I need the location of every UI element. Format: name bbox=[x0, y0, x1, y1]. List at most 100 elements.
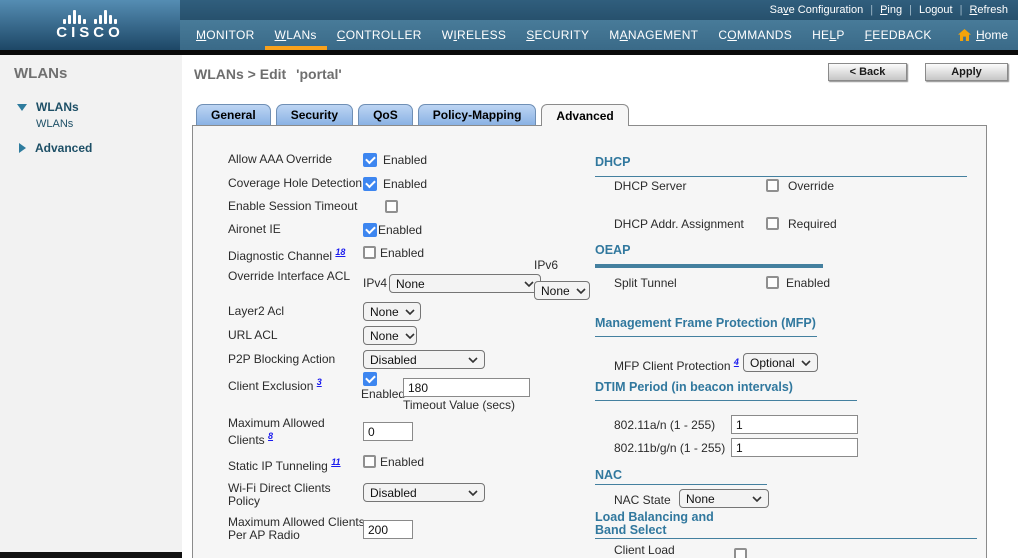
mfp-client-protection-select[interactable]: Optional bbox=[743, 353, 818, 372]
client-exclusion-label: Client Exclusion 3 bbox=[228, 376, 322, 393]
nav-accesskey: L bbox=[829, 28, 837, 42]
nav-accesskey: H bbox=[975, 28, 985, 42]
nav-home[interactable]: Home bbox=[957, 20, 1008, 50]
nav-monitor[interactable]: M ONITOR bbox=[186, 20, 265, 50]
load-balancing-section-heading: Load Balancing and bbox=[595, 510, 714, 524]
nav-management[interactable]: M A NAGEMENT bbox=[599, 20, 708, 50]
apply-button[interactable]: Apply bbox=[925, 63, 1008, 81]
home-icon bbox=[957, 29, 971, 41]
dhcp-server-override-checkbox[interactable] bbox=[766, 179, 779, 192]
mfp-client-protection-label: MFP Client Protection 4 bbox=[614, 356, 739, 373]
enable-session-timeout-label: Enable Session Timeout bbox=[228, 199, 358, 213]
nav-accesskey: A bbox=[619, 28, 628, 42]
checkbox-label: Enabled bbox=[361, 387, 406, 401]
nav-commands[interactable]: C O MMANDS bbox=[708, 20, 802, 50]
save-configuration-link[interactable]: Save Configuration bbox=[770, 4, 864, 16]
action-buttons: < Back Apply bbox=[828, 63, 1008, 81]
sidebar-item-wlans[interactable]: WLANs bbox=[36, 118, 74, 130]
section-rule bbox=[595, 484, 767, 485]
checkbox-label: Enabled bbox=[380, 455, 425, 469]
coverage-hole-detection-checkbox[interactable] bbox=[363, 177, 377, 191]
tab-qos[interactable]: QoS bbox=[358, 104, 413, 125]
dtim-80211an-input[interactable] bbox=[731, 415, 858, 434]
split-tunnel-checkbox[interactable] bbox=[766, 276, 779, 289]
diagnostic-channel-checkbox[interactable] bbox=[363, 246, 376, 259]
client-load-checkbox[interactable] bbox=[734, 548, 747, 558]
timeout-value-label: Timeout Value (secs) bbox=[403, 398, 516, 412]
ipv4-acl-select[interactable]: None bbox=[389, 274, 541, 293]
sidebar-item-wlans-group[interactable]: WLANs bbox=[17, 100, 79, 114]
label-text: Diagnostic Channel bbox=[228, 249, 333, 263]
client-exclusion-timeout-input[interactable] bbox=[403, 378, 530, 397]
dtim-80211bgn-input[interactable] bbox=[731, 438, 858, 457]
nav-accesskey: O bbox=[727, 28, 737, 42]
select-value: Disabled bbox=[370, 485, 417, 500]
chevron-down-icon bbox=[468, 489, 478, 496]
wlan-name: 'portal' bbox=[296, 66, 342, 82]
p2p-blocking-action-select[interactable]: Disabled bbox=[363, 350, 485, 369]
tab-security[interactable]: Security bbox=[275, 104, 354, 125]
nav-feedback[interactable]: F EEDBACK bbox=[855, 20, 942, 50]
static-ip-tunneling-checkbox[interactable] bbox=[363, 455, 376, 468]
sidebar: WLANs WLANs WLANs Advanced bbox=[0, 55, 182, 558]
footnote-link[interactable]: 18 bbox=[335, 247, 346, 257]
footnote-link[interactable]: 3 bbox=[316, 377, 322, 387]
back-button[interactable]: < Back bbox=[828, 63, 907, 81]
enable-session-timeout-checkbox[interactable] bbox=[385, 200, 398, 213]
ipv4-label: IPv4 bbox=[363, 276, 388, 290]
dtim-80211an-label: 802.11a/n (1 - 255) bbox=[614, 418, 716, 432]
wifi-direct-clients-policy-select[interactable]: Disabled bbox=[363, 483, 485, 502]
dhcp-section-heading: DHCP bbox=[595, 155, 631, 169]
nav-wireless[interactable]: W I RELESS bbox=[432, 20, 516, 50]
nav-text: ome bbox=[984, 28, 1008, 42]
cisco-logo-bars-icon bbox=[63, 9, 117, 24]
refresh-link[interactable]: Refresh bbox=[969, 4, 1008, 16]
nac-state-select[interactable]: None bbox=[679, 489, 769, 508]
wifi-direct-clients-policy-label: Wi-Fi Direct Clients Policy bbox=[228, 481, 331, 508]
logout-link[interactable]: Logout bbox=[919, 4, 953, 16]
footnote-link[interactable]: 4 bbox=[733, 357, 739, 367]
maximum-allowed-clients-per-ap-radio-label: Maximum Allowed Clients Per AP Radio bbox=[228, 515, 365, 542]
tab-policy-mapping[interactable]: Policy-Mapping bbox=[417, 104, 537, 125]
tab-advanced[interactable]: Advanced bbox=[541, 104, 629, 126]
ipv6-acl-select[interactable]: None bbox=[534, 281, 590, 300]
nav-wlans[interactable]: W LANs bbox=[264, 20, 327, 50]
footnote-link[interactable]: 8 bbox=[268, 431, 274, 441]
tab-general[interactable]: General bbox=[196, 104, 271, 125]
nav-controller[interactable]: C ONTROLLER bbox=[327, 20, 432, 50]
link-accesskey: P bbox=[880, 4, 888, 16]
nav-security[interactable]: S ECURITY bbox=[516, 20, 599, 50]
nav-text: EEDBACK bbox=[872, 28, 932, 42]
main-content: WLANs > Edit 'portal' < Back Apply Genera… bbox=[182, 55, 1018, 558]
nav-text: P bbox=[836, 28, 845, 42]
ping-link[interactable]: Ping bbox=[880, 4, 902, 16]
nav-text: NAGEMENT bbox=[627, 28, 699, 42]
home-label: Home bbox=[976, 28, 1008, 42]
layer2-acl-select[interactable]: None bbox=[363, 302, 421, 321]
cisco-logo: CISCO bbox=[0, 0, 180, 50]
sidebar-item-advanced[interactable]: Advanced bbox=[19, 141, 92, 155]
nav-help[interactable]: HE L P bbox=[802, 20, 855, 50]
aironet-ie-checkbox[interactable] bbox=[363, 223, 377, 237]
nav-accesskey: W bbox=[274, 28, 287, 42]
client-exclusion-checkbox[interactable] bbox=[363, 372, 377, 386]
separator: | bbox=[959, 4, 963, 16]
select-value: Optional bbox=[750, 355, 795, 370]
select-value: None bbox=[370, 304, 399, 319]
cisco-brand-text: CISCO bbox=[56, 24, 124, 41]
chevron-down-icon bbox=[576, 287, 586, 294]
section-rule bbox=[595, 264, 823, 268]
maximum-allowed-clients-input[interactable] bbox=[363, 422, 413, 441]
link-text: Logout bbox=[918, 4, 953, 16]
maximum-allowed-clients-per-ap-radio-input[interactable] bbox=[363, 520, 413, 539]
allow-aaa-override-checkbox[interactable] bbox=[363, 153, 377, 167]
url-acl-select[interactable]: None bbox=[363, 326, 417, 345]
dtim-80211bgn-label: 802.11b/g/n (1 - 255) bbox=[614, 441, 726, 455]
nav-text: ECURITY bbox=[534, 28, 590, 42]
footnote-link[interactable]: 11 bbox=[331, 457, 341, 467]
nav-text: ONTROLLER bbox=[345, 28, 422, 42]
link-text: ing bbox=[887, 4, 903, 16]
dhcp-addr-required-checkbox[interactable] bbox=[766, 217, 779, 230]
link-accesskey: R bbox=[969, 4, 978, 16]
